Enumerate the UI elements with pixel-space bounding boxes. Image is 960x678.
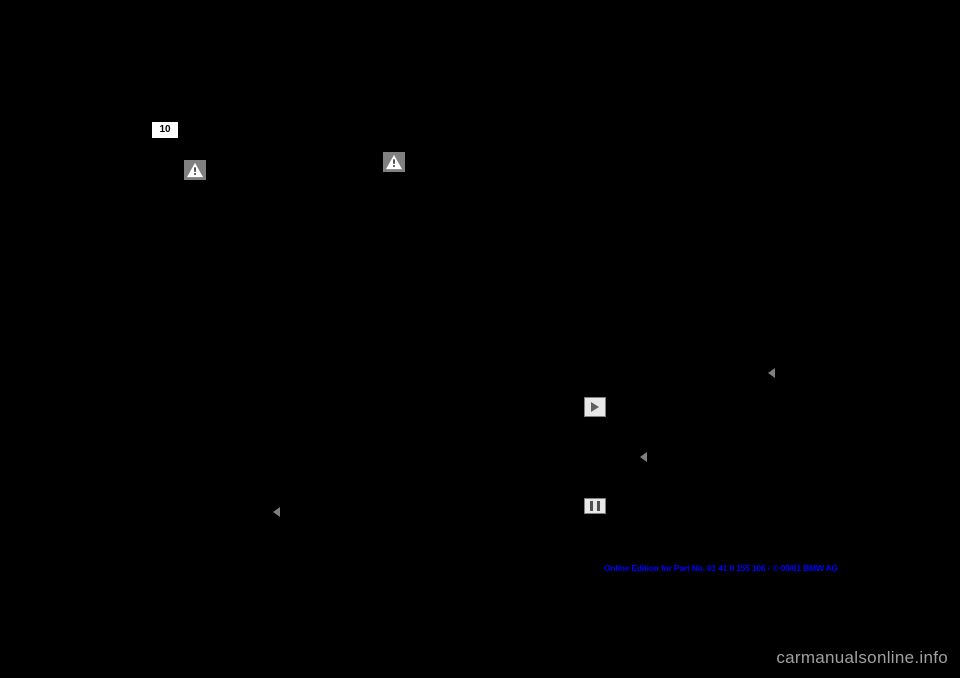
play-icon: [584, 397, 606, 417]
roman-two-icon: [584, 498, 606, 514]
warning-icon: [383, 152, 405, 172]
back-reference-icon: [273, 507, 280, 517]
warning-icon: [184, 160, 206, 180]
page-number-box: 10: [152, 122, 178, 138]
back-reference-icon: [640, 452, 647, 462]
edition-footer: Online Edition for Part No. 01 41 0 155 …: [604, 563, 838, 573]
watermark: carmanualsonline.info: [776, 648, 948, 668]
back-reference-icon: [768, 368, 775, 378]
